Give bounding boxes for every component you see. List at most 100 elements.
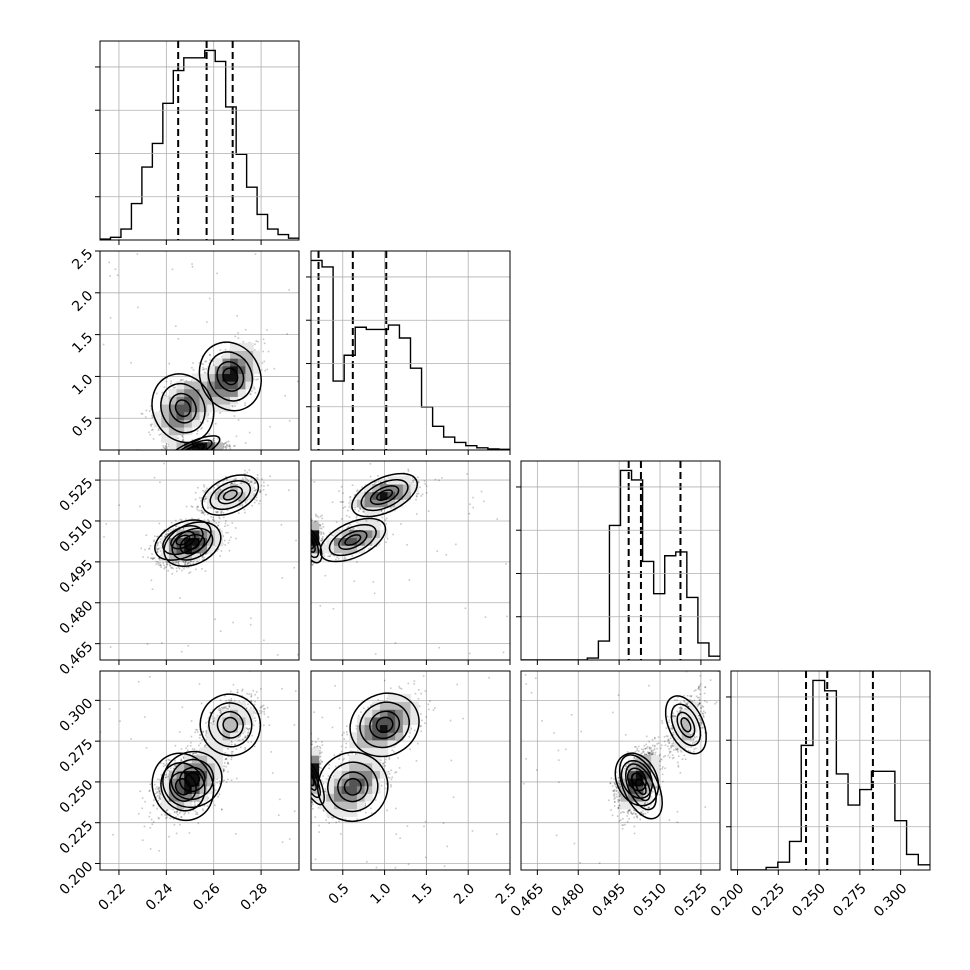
scatter-point xyxy=(158,564,160,566)
scatter-point xyxy=(235,537,237,540)
scatter-point xyxy=(200,363,203,365)
scatter-point xyxy=(227,440,230,443)
scatter-point xyxy=(221,356,223,358)
scatter-point xyxy=(178,567,181,570)
scatter-point xyxy=(184,564,186,566)
scatter-point xyxy=(156,549,158,552)
scatter-point xyxy=(176,437,179,440)
scatter-point xyxy=(161,642,163,644)
scatter-point xyxy=(288,289,290,291)
scatter-point xyxy=(234,444,236,447)
contour-ring xyxy=(222,367,239,386)
scatter-point xyxy=(149,423,152,426)
scatter-point xyxy=(166,563,169,566)
scatter-point xyxy=(202,421,204,424)
scatter-point xyxy=(205,360,208,363)
scatter-point xyxy=(181,569,183,572)
scatter-point xyxy=(238,512,240,514)
density-cell xyxy=(230,491,239,500)
density-cell xyxy=(214,388,223,397)
density-cell xyxy=(207,404,216,413)
scatter-point xyxy=(194,498,197,501)
scatter-point xyxy=(157,548,160,551)
scatter-point xyxy=(262,489,265,491)
density-cell xyxy=(161,427,170,436)
scatter-point xyxy=(171,560,174,562)
density-cell xyxy=(176,427,185,436)
scatter-point xyxy=(204,497,207,500)
scatter-point xyxy=(159,559,161,561)
scatter-point xyxy=(203,519,206,522)
scatter-point xyxy=(173,562,176,564)
scatter-point xyxy=(230,536,232,539)
scatter-point xyxy=(155,560,158,563)
scatter-point xyxy=(297,653,299,656)
contour-ring xyxy=(179,443,205,450)
scatter-point xyxy=(263,485,265,487)
scatter-point xyxy=(178,563,180,566)
scatter-point xyxy=(202,489,204,492)
scatter-point xyxy=(219,412,221,414)
density-cell xyxy=(245,381,254,390)
scatter-point xyxy=(256,499,258,502)
scatter-point xyxy=(172,386,175,389)
scatter-point xyxy=(259,490,261,493)
scatter-point xyxy=(384,483,387,485)
scatter-point xyxy=(199,553,202,556)
scatter-point xyxy=(244,482,246,485)
scatter-point xyxy=(254,498,256,501)
density-cell xyxy=(207,442,216,450)
scatter-point xyxy=(142,556,144,558)
density-cell xyxy=(168,419,178,428)
scatter-point xyxy=(109,646,112,648)
density-cell xyxy=(230,342,239,351)
scatter-point xyxy=(217,485,220,487)
scatter-point xyxy=(315,513,317,516)
scatter-point xyxy=(167,445,170,448)
scatter-point xyxy=(220,550,223,552)
scatter-point xyxy=(241,505,244,508)
density-cell xyxy=(191,552,200,561)
scatter-point xyxy=(259,489,262,491)
density-cell xyxy=(207,522,216,531)
scatter-point xyxy=(182,439,185,442)
scatter-point xyxy=(153,535,156,538)
density-cell xyxy=(214,396,223,405)
scatter-point xyxy=(190,560,192,563)
density-cell xyxy=(168,552,178,561)
density-cell xyxy=(237,491,246,500)
scatter-point xyxy=(213,437,215,440)
scatter-point xyxy=(260,369,263,371)
scatter-point xyxy=(165,561,168,563)
x-tick-marks xyxy=(118,660,262,665)
histogram-step xyxy=(100,49,299,240)
scatter-point xyxy=(380,509,383,512)
contour-ring xyxy=(170,530,196,550)
scatter-point xyxy=(235,477,237,480)
scatter-point xyxy=(164,536,166,538)
scatter-point xyxy=(240,500,243,502)
scatter-point xyxy=(257,340,259,343)
contour-ring xyxy=(154,519,212,561)
scatter-point xyxy=(253,386,256,389)
scatter-point xyxy=(262,338,265,341)
scatter-point xyxy=(244,511,246,514)
scatter-point xyxy=(238,500,240,502)
scatter-point xyxy=(159,410,161,412)
scatter-point xyxy=(248,483,251,485)
scatter-point xyxy=(217,524,220,527)
scatter-point xyxy=(217,437,219,440)
scatter-point xyxy=(174,325,177,327)
panel-frame xyxy=(99,40,300,241)
scatter-point xyxy=(204,570,207,572)
scatter-point xyxy=(191,439,194,441)
scatter-point xyxy=(243,508,246,511)
scatter-point xyxy=(218,488,220,490)
scatter-point xyxy=(256,474,259,476)
scatter-point xyxy=(165,380,168,383)
scatter-point xyxy=(215,522,218,524)
scatter-point xyxy=(145,534,148,537)
scatter-point xyxy=(244,477,247,480)
scatter-point xyxy=(177,338,180,340)
